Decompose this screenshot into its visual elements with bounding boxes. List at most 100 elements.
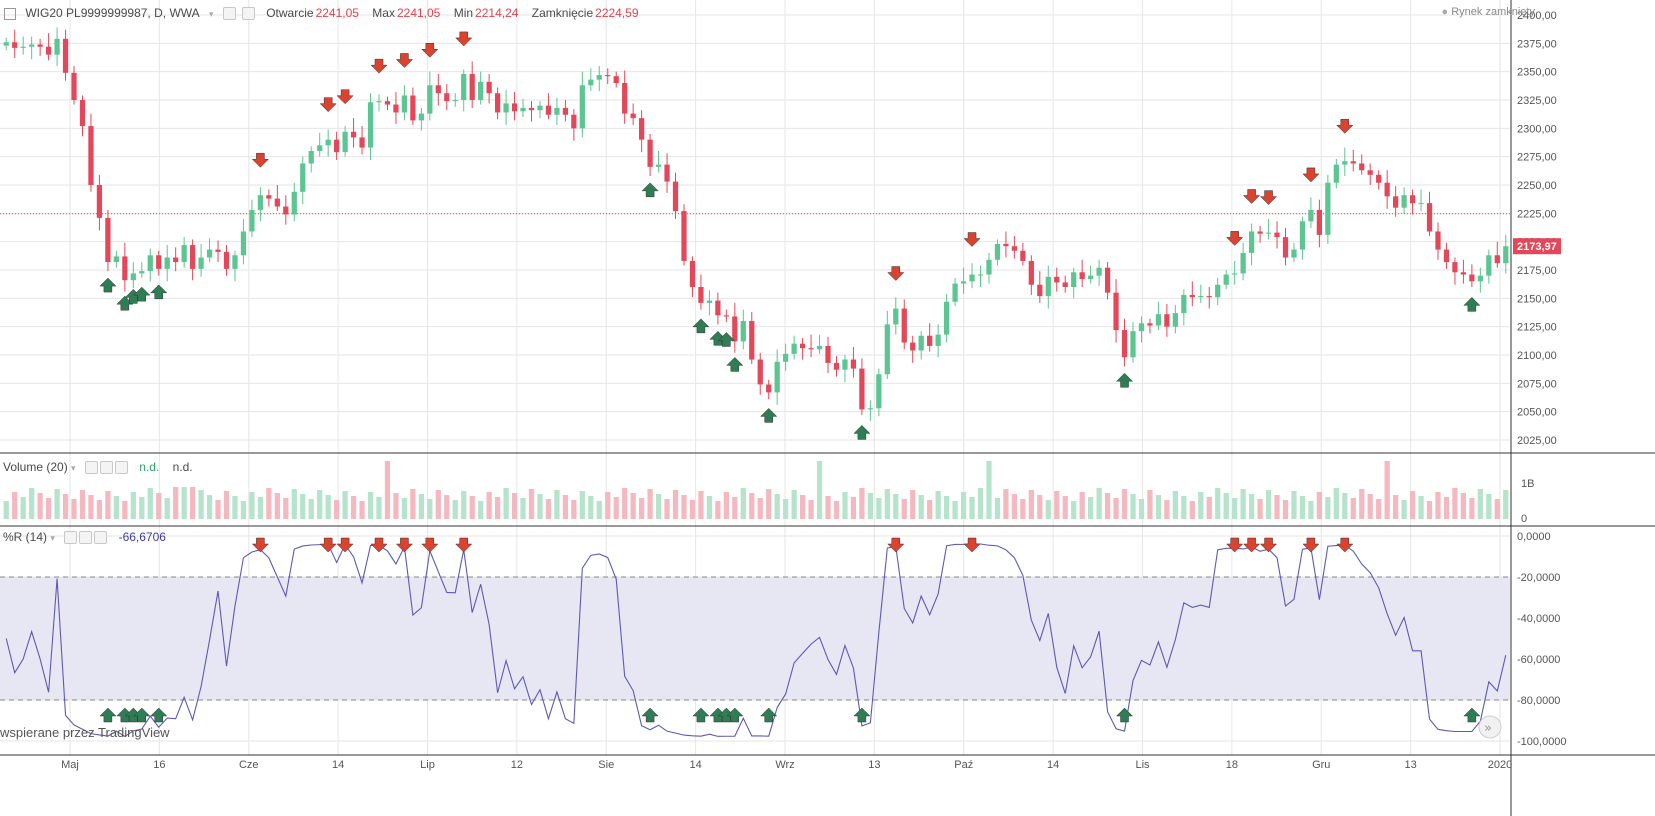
volume-bar: [1121, 489, 1128, 519]
sell-arrow: [455, 31, 473, 47]
candle-body: [359, 137, 365, 148]
eye-icon[interactable]: [84, 461, 98, 475]
candle-body: [1494, 255, 1500, 264]
candle-body: [1308, 209, 1314, 222]
scroll-to-realtime-button[interactable]: »: [1478, 715, 1502, 739]
candle-body: [893, 308, 899, 325]
volume-bar: [240, 501, 247, 519]
candle-body: [342, 131, 348, 153]
dropdown-chevron-icon[interactable]: ▾: [71, 463, 76, 473]
wr-line: [5, 543, 1507, 738]
wr-legend[interactable]: %R (14) ▾ -66,6706: [3, 530, 166, 545]
volume-bar: [1003, 489, 1009, 519]
williams-r-line: [5, 543, 1507, 738]
volume-bar: [1011, 494, 1018, 519]
chart-header: WIG20 PL9999999987, D, WWA ▾ Otwarcie 224…: [0, 0, 1560, 26]
chart-type-icon[interactable]: [4, 7, 16, 20]
volume-bar: [503, 488, 509, 519]
candle-body: [1469, 274, 1475, 282]
volume-bar: [88, 495, 94, 519]
candle-body: [257, 195, 264, 210]
low-label: Min: [453, 6, 474, 20]
candle-body: [122, 256, 128, 281]
signal-arrows: [99, 31, 1481, 723]
wr-overbought-oversold-band: [0, 577, 1510, 700]
time-tick-label: Gru: [1312, 759, 1330, 771]
candle-body: [96, 185, 103, 218]
last-price-value: 2173,97: [1517, 241, 1557, 253]
volume-bar: [29, 488, 35, 519]
volume-bar: [520, 498, 526, 519]
candle-body: [1104, 267, 1111, 293]
sell-arrow: [395, 537, 414, 553]
volume-bar: [1291, 491, 1297, 519]
candle-body: [1325, 182, 1331, 235]
price-tick-label: 2025,00: [1517, 435, 1557, 447]
candle-body: [571, 114, 577, 129]
market-status-text: Rynek zamknięty: [1451, 6, 1535, 18]
wr-title: %R (14): [3, 530, 48, 544]
close-icon[interactable]: [114, 461, 128, 475]
volume-bar: [867, 493, 873, 519]
volume-bar: [173, 487, 179, 519]
volume-bar: [384, 461, 391, 519]
candle-body: [655, 164, 662, 167]
symbol-title[interactable]: WIG20 PL9999999987, D, WWA: [25, 6, 200, 20]
sell-arrow: [1226, 231, 1244, 246]
volume-bar: [494, 497, 501, 519]
wr-axis: 0,0000 -20,0000 -40,0000 -60,0000 -80,0000 -1…: [1517, 531, 1567, 748]
volume-bar: [444, 495, 450, 519]
candle-body: [1232, 273, 1238, 275]
candle-body: [232, 255, 238, 269]
volume-bar: [105, 491, 111, 519]
eye-icon[interactable]: [222, 7, 236, 21]
candle-body: [1376, 174, 1382, 183]
candle-body: [469, 73, 475, 100]
candle-body: [1130, 331, 1136, 358]
price-tick-label: 2375,00: [1517, 38, 1557, 50]
candle-body: [350, 131, 357, 138]
volume-bar: [1401, 500, 1407, 519]
sell-arrow: [455, 537, 473, 553]
candle-body: [1054, 276, 1060, 283]
buy-arrow: [717, 332, 735, 347]
candle-body: [215, 249, 221, 252]
buy-arrow: [1463, 707, 1481, 723]
volume-legend[interactable]: Volume (20) ▾ n.d. n.d.: [3, 460, 193, 475]
volume-bar: [910, 490, 916, 519]
candle-body: [1189, 294, 1195, 298]
settings-icon[interactable]: [79, 531, 93, 545]
candle-body: [393, 104, 399, 113]
close-icon[interactable]: [94, 531, 108, 545]
volume-bar: [969, 497, 975, 519]
volume-bar: [486, 492, 492, 519]
price-axis[interactable]: 2400,00 2375,00 2350,00 2325,00 2300,00 2275,…: [1517, 10, 1557, 447]
volume-bar: [1274, 495, 1280, 519]
candle-body: [901, 308, 907, 343]
candle-body: [1198, 296, 1204, 298]
volume-bar: [325, 495, 331, 519]
candle-body: [1045, 276, 1051, 297]
settings-icon[interactable]: [241, 7, 255, 21]
candle-body: [596, 75, 602, 80]
volume-bar: [622, 488, 628, 519]
time-tick-label: 2020: [1488, 759, 1512, 771]
candle-body: [71, 72, 77, 100]
dropdown-chevron-icon[interactable]: ▾: [209, 9, 214, 19]
sell-arrow: [1336, 537, 1354, 553]
eye-icon[interactable]: [64, 531, 78, 545]
volume-bar: [342, 491, 348, 519]
dropdown-chevron-icon[interactable]: ▾: [50, 533, 55, 543]
candle-body: [325, 139, 331, 146]
sell-arrow: [370, 58, 388, 74]
candle-body: [816, 345, 823, 350]
volume-bar: [766, 489, 772, 519]
candle-body: [249, 209, 255, 232]
volume-bar: [1409, 491, 1416, 519]
time-axis[interactable]: Maj 16 Cze 14 Lip 12 Sie 14 Wrz 13 Paź 14 Lis 18 Gru 13…: [61, 759, 1512, 771]
volume-bar: [1147, 490, 1153, 519]
settings-icon[interactable]: [99, 461, 113, 475]
